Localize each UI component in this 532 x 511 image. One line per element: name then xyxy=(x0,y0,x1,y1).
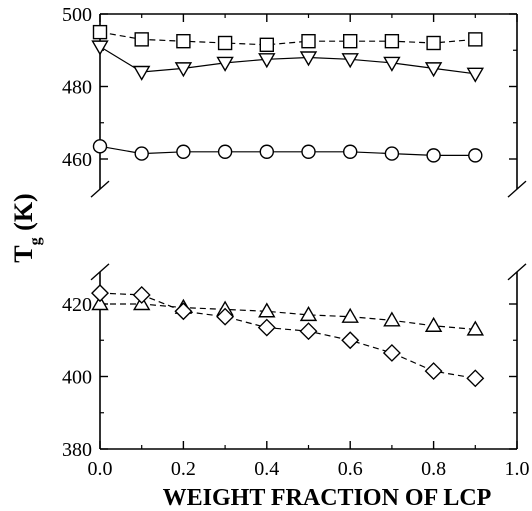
series-line-triangle-down xyxy=(99,46,476,75)
data-point-triangle-down xyxy=(91,40,109,56)
data-point-diamond xyxy=(174,302,193,321)
data-point-triangle-down xyxy=(174,62,193,78)
data-point-circle xyxy=(384,146,400,161)
data-point-triangle-up xyxy=(91,295,109,311)
data-point-diamond xyxy=(299,322,318,341)
left-axis-break-mark-lower xyxy=(90,263,110,281)
data-point-square xyxy=(384,33,400,49)
data-point-diamond xyxy=(466,369,485,388)
data-point-diamond xyxy=(382,343,401,362)
data-point-circle xyxy=(176,144,191,159)
x-tick-label: 0.0 xyxy=(88,458,113,480)
data-point-circle xyxy=(301,144,316,159)
x-tick-label: 0.4 xyxy=(254,458,279,480)
data-point-triangle-down xyxy=(132,65,151,81)
y-tick-label: 380 xyxy=(62,439,92,461)
data-point-triangle-down xyxy=(258,53,276,69)
data-point-square xyxy=(426,35,441,51)
series-line-triangle-up xyxy=(100,303,476,330)
x-axis-title: WEIGHT FRACTION OF LCP xyxy=(163,485,492,511)
data-point-triangle-down xyxy=(383,56,401,72)
data-point-circle xyxy=(259,144,274,159)
left-axis-break-mark-upper xyxy=(90,180,110,198)
data-point-square xyxy=(468,32,483,47)
data-point-square xyxy=(259,37,274,53)
y-tick-label: 460 xyxy=(62,149,92,171)
data-point-triangle-down xyxy=(341,53,359,69)
data-point-triangle-down xyxy=(466,67,485,83)
data-point-diamond xyxy=(91,284,109,303)
data-point-circle xyxy=(343,144,358,159)
data-point-triangle-down xyxy=(216,56,234,72)
right-axis-break-mark-upper xyxy=(507,180,527,198)
data-point-triangle-up xyxy=(383,311,401,327)
data-point-triangle-up xyxy=(424,316,443,332)
y-tick-label: 400 xyxy=(62,367,92,389)
data-point-triangle-up xyxy=(466,320,485,336)
x-tick-label: 0.6 xyxy=(338,458,363,480)
data-point-circle xyxy=(92,139,108,154)
data-point-square xyxy=(301,33,316,49)
data-point-circle xyxy=(468,148,483,163)
data-point-triangle-up xyxy=(258,302,276,318)
data-point-square xyxy=(176,33,191,49)
data-point-square xyxy=(134,32,149,47)
series-line-square xyxy=(99,31,476,46)
data-point-circle xyxy=(426,148,441,163)
data-point-square xyxy=(92,24,108,40)
data-point-diamond xyxy=(341,331,360,350)
data-point-triangle-down xyxy=(424,62,443,78)
data-point-triangle-up xyxy=(341,307,359,323)
data-point-circle xyxy=(134,146,149,161)
right-axis-break-mark-lower xyxy=(507,263,527,281)
data-point-diamond xyxy=(132,285,151,304)
y-axis-title: Tg (K) xyxy=(9,193,44,262)
y-tick-label: 420 xyxy=(62,294,92,316)
data-point-square xyxy=(217,35,233,51)
y-tick-label: 480 xyxy=(62,77,92,99)
x-tick-label: 0.2 xyxy=(171,458,196,480)
series-line-diamond xyxy=(99,292,476,379)
data-point-triangle-up xyxy=(299,305,318,322)
data-point-diamond xyxy=(257,318,276,337)
data-point-circle xyxy=(217,144,233,159)
data-point-square xyxy=(343,33,358,49)
y-tick-label: 500 xyxy=(62,4,92,26)
x-tick-label: 0.8 xyxy=(421,458,446,480)
data-point-triangle-down xyxy=(299,51,318,67)
series-line-circle xyxy=(99,145,476,156)
x-tick-label: 1.0 xyxy=(505,458,530,480)
data-point-diamond xyxy=(216,307,235,326)
data-point-diamond xyxy=(424,362,443,381)
